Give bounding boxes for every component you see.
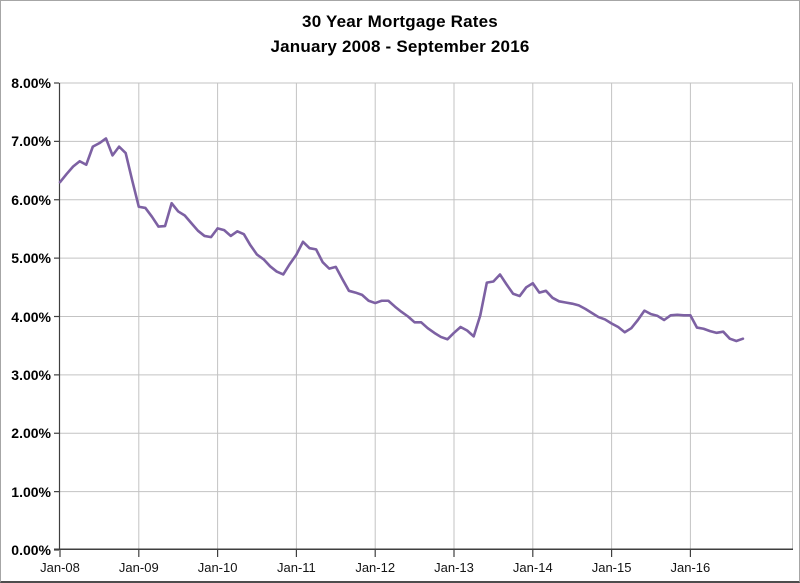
x-axis-label: Jan-15: [591, 560, 632, 575]
y-axis-label: 6.00%: [11, 191, 51, 208]
x-axis-label: Jan-08: [40, 560, 80, 575]
y-axis-label: 7.00%: [11, 133, 51, 150]
y-axis-label: 8.00%: [11, 75, 51, 91]
y-axis-label: 0.00%: [11, 542, 51, 558]
x-axis-label: Jan-14: [512, 560, 553, 575]
x-axis-label: Jan-11: [276, 560, 316, 575]
y-axis-label: 4.00%: [11, 308, 51, 325]
chart-subtitle: January 2008 - September 2016: [270, 37, 530, 56]
y-axis-label: 2.00%: [11, 425, 51, 442]
x-axis-label: Jan-10: [197, 560, 238, 575]
y-axis-label: 5.00%: [11, 250, 51, 267]
chart-title: 30 Year Mortgage Rates: [302, 12, 498, 31]
y-axis-label: 3.00%: [11, 366, 51, 383]
x-axis-label: Jan-16: [670, 560, 711, 575]
plot-area: [54, 82, 793, 557]
x-axis-label: Jan-12: [355, 560, 396, 575]
x-axis-label: Jan-09: [118, 560, 159, 575]
rate-line: [58, 137, 745, 343]
y-axis-label: 1.00%: [11, 483, 51, 500]
axes: [54, 82, 793, 557]
gridlines: [59, 82, 793, 550]
x-axis-label: Jan-13: [434, 560, 474, 575]
